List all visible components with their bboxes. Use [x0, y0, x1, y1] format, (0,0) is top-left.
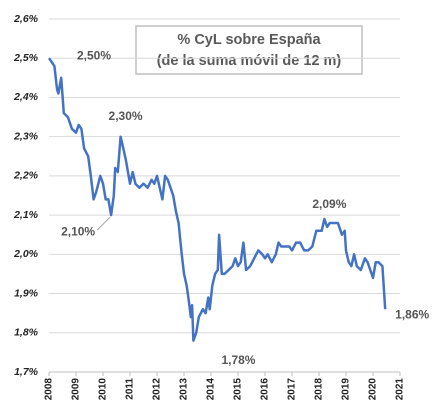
annotation: 2,10%	[61, 224, 95, 238]
y-tick-label: 2,2%	[13, 170, 39, 182]
y-tick-label: 2,3%	[13, 130, 39, 142]
x-tick-label: 2015	[233, 378, 244, 401]
leader-line	[96, 216, 111, 231]
chart-title: % CyL sobre España	[177, 32, 321, 48]
x-tick-label: 2014	[206, 378, 217, 401]
x-tick-label: 2020	[368, 378, 379, 401]
y-tick-label: 1,9%	[14, 287, 39, 299]
y-tick-label: 2,0%	[13, 248, 39, 260]
series-line	[47, 57, 387, 342]
y-tick-label: 2,6%	[13, 13, 39, 25]
x-tick-label: 2012	[152, 378, 163, 401]
x-tick-label: 2010	[98, 378, 109, 401]
x-tick-label: 2016	[260, 378, 271, 401]
x-tick-label: 2017	[287, 378, 298, 401]
x-tick-label: 2019	[341, 378, 352, 401]
y-tick-label: 1,7%	[14, 366, 39, 378]
y-tick-label: 2,1%	[13, 209, 39, 221]
annotation: 1,78%	[221, 353, 255, 367]
x-tick-label: 2008	[44, 378, 55, 401]
x-tick-label: 2013	[179, 378, 190, 401]
y-tick-label: 2,5%	[13, 52, 39, 64]
x-tick-label: 2011	[125, 378, 136, 400]
y-tick-label: 2,4%	[13, 91, 39, 103]
annotation: 2,50%	[77, 48, 111, 62]
x-tick-label: 2018	[314, 378, 325, 401]
annotation: 2,09%	[312, 197, 346, 211]
annotation: 2,30%	[109, 109, 143, 123]
y-tick-label: 1,8%	[14, 327, 39, 339]
x-tick-label: 2009	[71, 378, 82, 401]
annotation: 1,86%	[395, 307, 429, 321]
x-tick-label: 2021	[395, 378, 406, 401]
title-box	[135, 25, 363, 75]
chart-subtitle: (de la suma móvil de 12 m)	[157, 53, 342, 69]
